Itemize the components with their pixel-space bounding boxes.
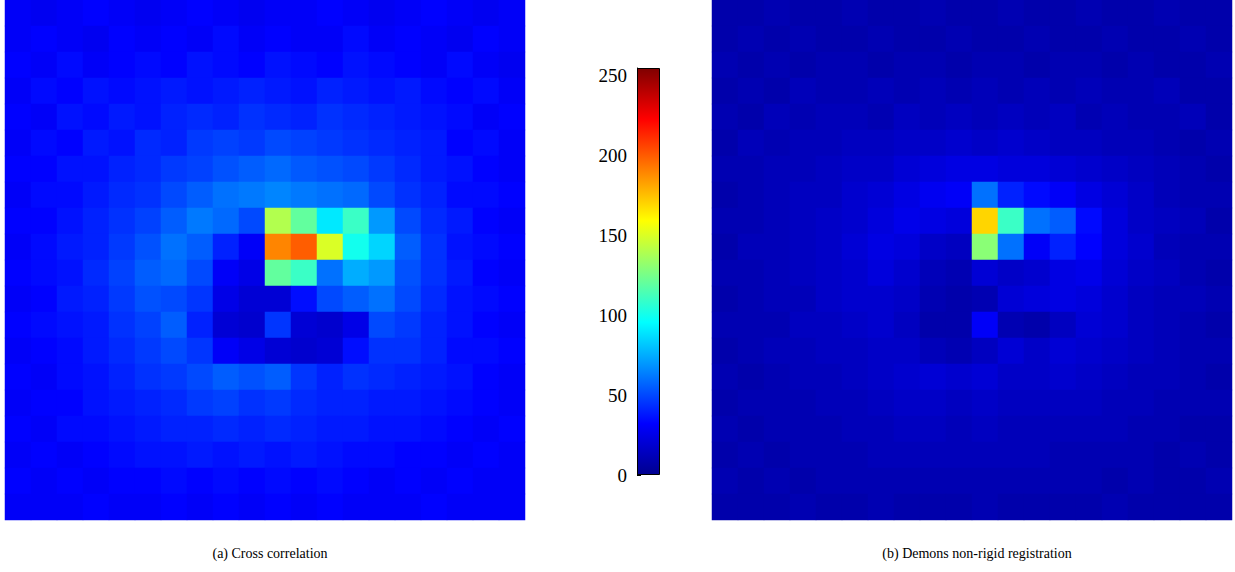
svg-text:0: 0 [618, 465, 628, 486]
svg-text:200: 200 [599, 145, 628, 166]
svg-text:(a) Cross correlation: (a) Cross correlation [212, 546, 327, 562]
svg-text:100: 100 [599, 305, 628, 326]
svg-text:150: 150 [599, 225, 628, 246]
svg-text:250: 250 [599, 65, 628, 86]
svg-text:50: 50 [608, 385, 627, 406]
svg-text:(b) Demons non-rigid registrat: (b) Demons non-rigid registration [882, 546, 1071, 562]
